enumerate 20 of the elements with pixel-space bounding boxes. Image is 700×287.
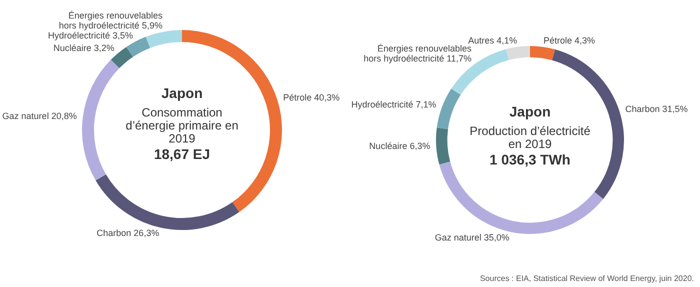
text: Production d’électricité en 2019	[470, 124, 591, 151]
slice-label: Gaz naturel 35,0%	[434, 232, 510, 242]
text: Consommation d’énergie primaire en 2019	[126, 105, 238, 146]
slice-label: Hydroélectricité 7,1%	[351, 100, 436, 110]
text: Japon	[509, 103, 551, 120]
slice-label: Hydroélectricité 3,5%	[48, 30, 133, 40]
slice-label: Énergies renouvelables hors hydroélectricité 11,7%	[364, 43, 472, 64]
slice-label: Gaz naturel 20,8%	[2, 111, 77, 122]
slice-label: Autres 4,1%	[468, 35, 518, 46]
slice-label: Nucléaire 3,2%	[53, 42, 114, 53]
text: 1 036,3 TWh	[490, 151, 570, 168]
slice-label: Pétrole 40,3%	[283, 92, 340, 103]
slice-label: Nucléaire 6,3%	[369, 141, 430, 152]
text: Japon	[161, 84, 203, 101]
slice-label: Énergies renouvelables hors hydroélectricité 5,9%	[58, 10, 163, 30]
slice-label: Charbon 31,5%	[625, 104, 688, 114]
source-note: Sources : EIA, Statistical Review of World Energy, juin 2020.	[480, 274, 694, 283]
slice-label: Pétrole 4,3%	[543, 35, 595, 46]
text: 18,67 EJ	[154, 146, 210, 162]
slice-label: Charbon 26,3%	[96, 228, 160, 238]
